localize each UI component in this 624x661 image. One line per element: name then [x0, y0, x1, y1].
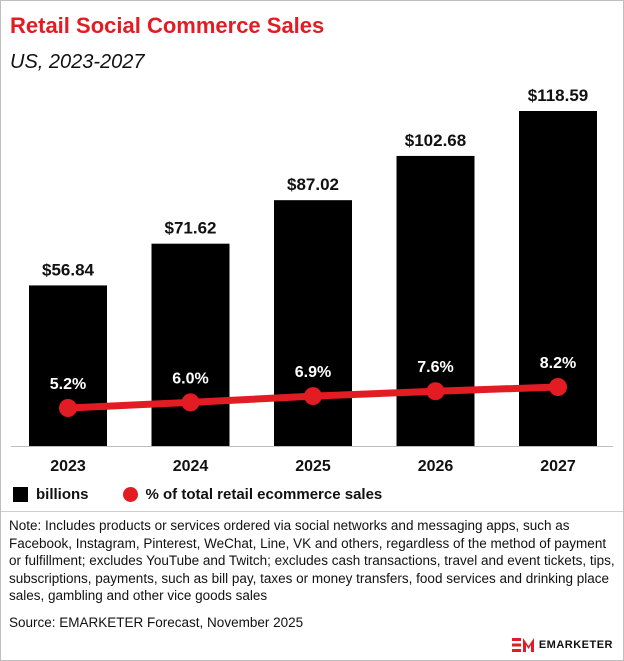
x-tick-label-2025: 2025	[295, 458, 331, 475]
bar-value-label-2023: $56.84	[42, 260, 95, 279]
chart-legend: billions % of total retail ecommerce sal…	[13, 486, 382, 503]
x-tick-label-2027: 2027	[540, 458, 576, 475]
bar-2025	[274, 200, 352, 446]
chart-source: Source: EMARKETER Forecast, November 202…	[9, 615, 304, 630]
bar-value-label-2026: $102.68	[405, 131, 466, 150]
chart-subtitle: US, 2023-2027	[10, 51, 145, 73]
pct-point-2024	[181, 393, 200, 412]
emarketer-logo-icon	[511, 638, 534, 652]
x-tick-label-2026: 2026	[418, 458, 454, 475]
legend-line-label: % of total retail ecommerce sales	[145, 486, 383, 503]
bar-2023	[29, 285, 107, 446]
brand-name: EMARKETER	[538, 639, 613, 651]
bar-2026	[396, 155, 475, 447]
pct-point-2025	[304, 387, 322, 406]
pct-point-2027	[549, 378, 567, 396]
chart-plot: $56.84 2023 $71.62 2024 $87.02 2025 $102.68 202…	[11, 86, 613, 475]
chart-note: Note: Includes products or services orde…	[9, 518, 615, 603]
x-tick-label-2024: 2024	[173, 458, 209, 475]
pct-label-2025: 6.9%	[295, 364, 331, 381]
legend-line-swatch	[122, 487, 138, 502]
x-tick-label-2023: 2023	[50, 458, 86, 475]
pct-point-2023	[59, 399, 77, 417]
chart-title: Retail Social Commerce Sales	[10, 13, 325, 38]
pct-label-2024: 6.0%	[172, 370, 208, 387]
bar-value-label-2027: $118.59	[528, 86, 589, 105]
pct-label-2026: 7.6%	[417, 359, 453, 376]
pct-label-2027: 8.2%	[540, 355, 576, 372]
pct-label-2023: 5.2%	[50, 376, 86, 393]
legend-bar-label: billions	[36, 486, 89, 503]
pct-point-2026	[426, 382, 445, 401]
divider	[1, 511, 623, 512]
bar-value-label-2024: $71.62	[165, 219, 217, 238]
bar-2024	[151, 243, 230, 446]
legend-bar-swatch	[13, 487, 28, 502]
bar-value-label-2025: $87.02	[287, 175, 339, 194]
brand: EMARKETER	[511, 638, 613, 652]
